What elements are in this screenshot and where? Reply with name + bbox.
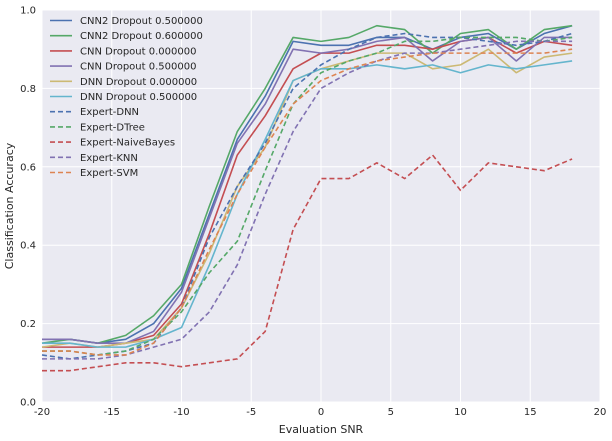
x-tick-label: 0 xyxy=(318,407,324,418)
y-axis-label: Classification Accuracy xyxy=(3,142,16,269)
legend-label: Expert-NaiveBayes xyxy=(80,138,175,149)
legend-label: CNN Dropout 0.500000 xyxy=(80,62,196,73)
y-tick-label: 0.6 xyxy=(20,162,36,173)
series-line-10 xyxy=(42,48,573,356)
x-tick-label: -20 xyxy=(34,407,50,418)
y-tick-label: 0.8 xyxy=(20,84,36,95)
x-tick-label: 10 xyxy=(454,407,467,418)
series-line-7 xyxy=(42,36,573,356)
legend-label: DNN Dropout 0.000000 xyxy=(80,77,197,88)
x-axis-label: Evaluation SNR xyxy=(279,423,364,436)
legend-label: DNN Dropout 0.500000 xyxy=(80,92,197,103)
legend-label: Expert-KNN xyxy=(80,153,138,164)
x-tick-label: 5 xyxy=(388,407,394,418)
y-tick-label: 0.0 xyxy=(20,398,36,409)
series-line-1 xyxy=(41,24,573,345)
x-tick-label: -10 xyxy=(173,407,189,418)
x-tick-label: 20 xyxy=(594,407,607,418)
grid-lines xyxy=(41,9,601,403)
x-tick-label: 15 xyxy=(524,407,537,418)
series-line-8 xyxy=(42,154,573,372)
y-tick-label: 1.0 xyxy=(20,6,36,17)
legend-label: CNN Dropout 0.000000 xyxy=(80,46,196,57)
legend-label: Expert-DNN xyxy=(80,107,139,118)
legend-label: CNN2 Dropout 0.500000 xyxy=(80,16,203,27)
y-tick-label: 0.4 xyxy=(20,241,36,252)
legend-label: Expert-SVM xyxy=(80,168,138,179)
legend: CNN2 Dropout 0.500000 CNN2 Dropout 0.6000… xyxy=(50,16,203,179)
y-tick-label: 0.2 xyxy=(20,319,36,330)
legend-label: CNN2 Dropout 0.600000 xyxy=(80,31,203,42)
series-line-5 xyxy=(42,60,573,348)
tick-labels: -20 -15 -10 -5 0 5 10 15 20 0.0 0.2 0.4 0.6 0.8 1.0 xyxy=(20,6,606,419)
series-lines xyxy=(41,24,573,372)
legend-label: Expert-DTree xyxy=(80,122,145,133)
x-tick-label: -5 xyxy=(246,407,256,418)
x-tick-label: -15 xyxy=(104,407,120,418)
series-line-0 xyxy=(42,24,573,345)
